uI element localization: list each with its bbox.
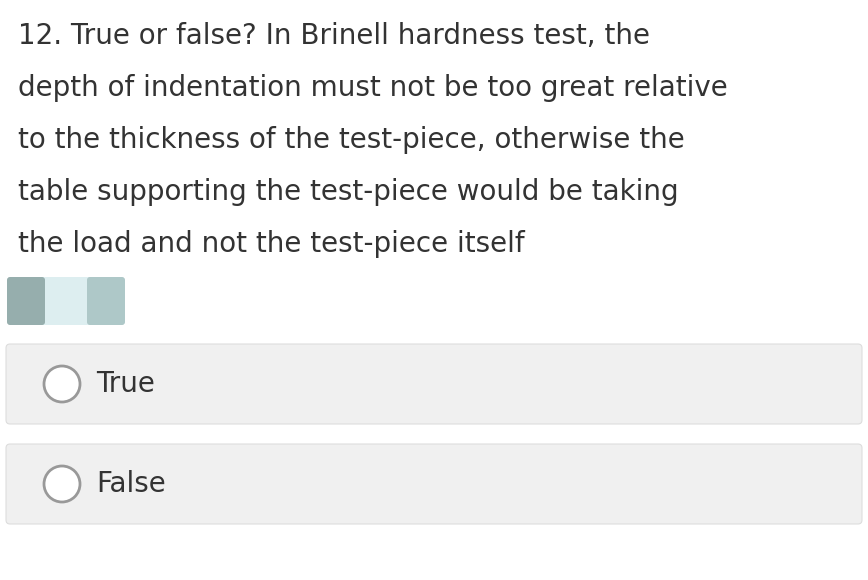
Text: False: False bbox=[96, 470, 166, 498]
Circle shape bbox=[44, 366, 80, 402]
FancyBboxPatch shape bbox=[37, 277, 98, 325]
Text: 12. True or false? In Brinell hardness test, the: 12. True or false? In Brinell hardness t… bbox=[18, 22, 650, 50]
FancyBboxPatch shape bbox=[87, 277, 125, 325]
Text: depth of indentation must not be too great relative: depth of indentation must not be too gre… bbox=[18, 74, 727, 102]
FancyBboxPatch shape bbox=[7, 277, 45, 325]
Text: table supporting the test-piece would be taking: table supporting the test-piece would be… bbox=[18, 178, 679, 206]
Text: the load and not the test-piece itself: the load and not the test-piece itself bbox=[18, 230, 524, 258]
FancyBboxPatch shape bbox=[6, 344, 862, 424]
Text: True: True bbox=[96, 370, 155, 398]
Text: to the thickness of the test-piece, otherwise the: to the thickness of the test-piece, othe… bbox=[18, 126, 685, 154]
FancyBboxPatch shape bbox=[6, 444, 862, 524]
Circle shape bbox=[44, 466, 80, 502]
